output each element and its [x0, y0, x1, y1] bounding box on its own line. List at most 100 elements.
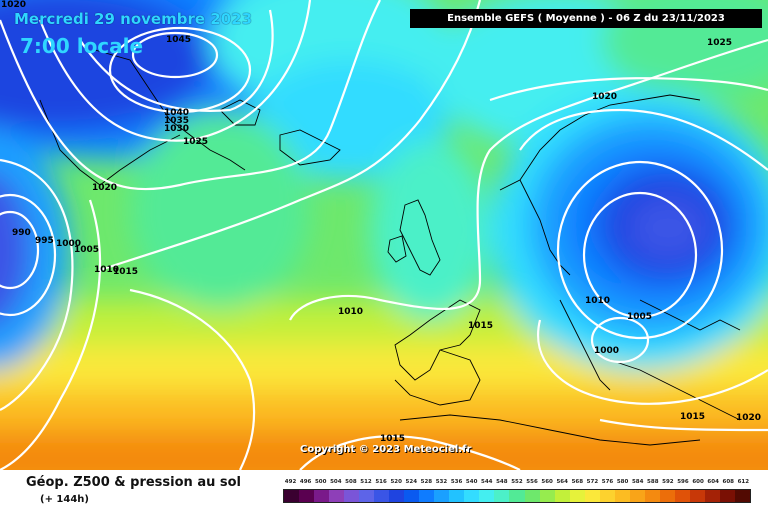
scale-value: 608: [722, 479, 734, 485]
isobar-label: 1005: [627, 312, 652, 322]
scale-swatch: [614, 490, 630, 502]
scale-value: 604: [707, 479, 719, 485]
isobar-label: 1015: [113, 267, 138, 277]
legend-panel: Géop. Z500 & pression au sol (+ 144h) 49…: [0, 470, 768, 512]
scale-swatch: [704, 490, 720, 502]
scale-swatch: [449, 490, 465, 502]
isobar-label: 1020: [736, 413, 761, 423]
scale-value: 572: [586, 479, 599, 485]
copyright-notice: Copyright © 2023 Meteociel.fr: [300, 444, 472, 455]
scale-value: 508: [345, 479, 357, 485]
forecast-date: Mercredi 29 novembre 2023: [14, 10, 253, 28]
scale-swatch: [479, 490, 495, 502]
isobar-label: 1010: [94, 265, 119, 275]
isobar-label: 1010: [585, 296, 610, 306]
scale-swatch: [734, 490, 750, 502]
isobar-label: 1020: [92, 183, 117, 193]
scale-value: 500: [314, 479, 327, 485]
scale-value: 512: [360, 479, 372, 485]
scale-swatch: [494, 490, 510, 502]
isobar-labels: 1045 1040 1035 1030 1025 1020 1020 990 9…: [1, 0, 761, 444]
scale-swatch: [689, 490, 705, 502]
forecast-time: 7:00 locale: [20, 34, 144, 58]
scale-value: 576: [601, 479, 614, 485]
scale-value: 588: [647, 479, 659, 485]
scale-value: 592: [662, 479, 674, 485]
scale-swatch: [329, 490, 345, 502]
scale-value: 600: [692, 479, 704, 485]
scale-value: 556: [526, 479, 538, 485]
isobar-label: 1010: [338, 307, 363, 317]
scale-swatch: [674, 490, 690, 502]
isobar-label: 1025: [183, 137, 208, 147]
isobar-label: 1005: [74, 245, 99, 255]
scale-value: 548: [496, 479, 508, 485]
scale-value: 492: [284, 479, 297, 485]
scale-swatch: [419, 490, 435, 502]
scale-value: 552: [511, 479, 523, 485]
isobar-label: 1020: [1, 0, 26, 10]
scale-value: 544: [481, 479, 493, 485]
scale-swatch: [629, 490, 645, 502]
isobar-label: 1000: [56, 239, 81, 249]
isobars: [0, 0, 768, 470]
scale-value: 536: [450, 479, 463, 485]
scale-swatch: [554, 490, 570, 502]
isobar-label: 990: [12, 228, 31, 238]
geopotential-map: 1045 1040 1035 1030 1025 1020 1020 990 9…: [0, 0, 768, 470]
scale-value: 504: [330, 479, 342, 485]
scale-value: 564: [556, 479, 568, 485]
isobar-label: 1015: [468, 321, 493, 331]
scale-value: 596: [677, 479, 689, 485]
isobar-label: 1045: [166, 35, 191, 45]
scale-swatch: [464, 490, 480, 502]
isobar-label: 1035: [164, 116, 189, 126]
legend-title: Géop. Z500 & pression au sol: [26, 475, 241, 490]
scale-swatch: [539, 490, 555, 502]
forecast-lead: (+ 144h): [40, 494, 89, 505]
scale-swatch: [404, 490, 420, 502]
scale-swatch: [659, 490, 675, 502]
scale-swatch: [569, 490, 585, 502]
scale-value: 524: [405, 479, 418, 485]
color-scale-labels: 492 496 500 504 508 512 516 520 524 528 532 536 540 5…: [283, 479, 751, 485]
scale-swatch: [374, 490, 390, 502]
scale-swatch: [509, 490, 525, 502]
model-run-banner: Ensemble GEFS ( Moyenne ) - 06 Z du 23/1…: [410, 9, 762, 28]
scale-swatch: [719, 490, 735, 502]
scale-swatch: [599, 490, 615, 502]
scale-swatch: [344, 490, 360, 502]
isobar-label: 1025: [707, 38, 732, 48]
scale-swatch: [314, 490, 330, 502]
scale-swatch: [389, 490, 405, 502]
scale-swatch: [524, 490, 540, 502]
scale-swatch: [284, 490, 300, 502]
isobar-label: 995: [35, 236, 54, 246]
isobar-label: 1030: [164, 124, 189, 134]
scale-value: 532: [435, 479, 448, 485]
color-field: [0, 0, 768, 470]
scale-swatch: [584, 490, 600, 502]
isobar-label: 1040: [164, 108, 189, 118]
scale-value: 584: [631, 479, 644, 485]
color-scale-bar: [283, 489, 751, 503]
scale-value: 612: [737, 479, 750, 485]
scale-value: 568: [571, 479, 584, 485]
isobar-label: 1000: [594, 346, 619, 356]
isobar-label: 1015: [380, 434, 405, 444]
isobar-label: 1020: [592, 92, 617, 102]
scale-swatch: [644, 490, 660, 502]
scale-value: 528: [420, 479, 433, 485]
scale-swatch: [359, 490, 375, 502]
scale-swatch: [434, 490, 450, 502]
scale-value: 560: [541, 479, 553, 485]
scale-value: 496: [299, 479, 312, 485]
scale-value: 580: [616, 479, 629, 485]
scale-value: 520: [390, 479, 402, 485]
coastlines: [39, 49, 741, 446]
scale-swatch: [299, 490, 315, 502]
scale-value: 516: [375, 479, 387, 485]
scale-value: 540: [465, 479, 478, 485]
isobar-label: 1015: [680, 412, 705, 422]
